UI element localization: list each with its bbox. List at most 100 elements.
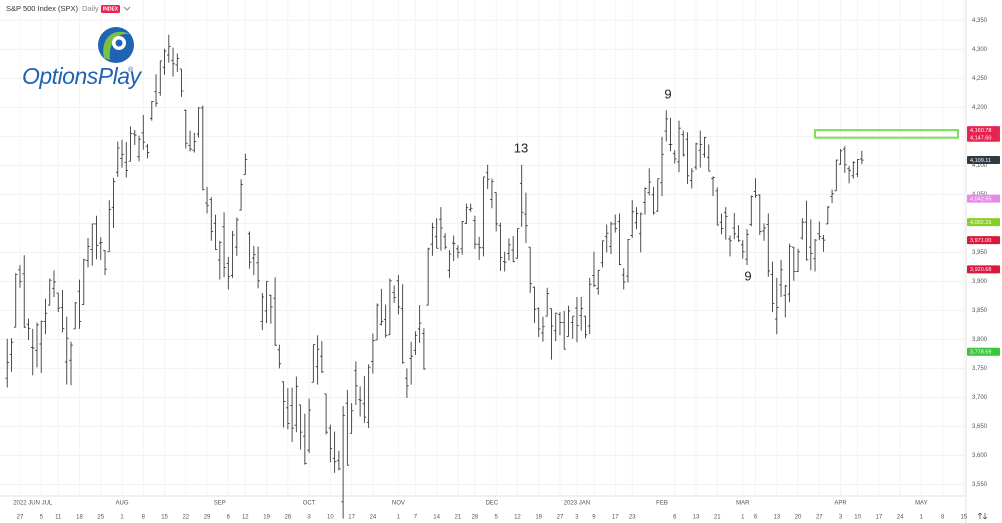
price-label: 4,002.15 (970, 220, 991, 226)
price-label: 3,920.68 (970, 267, 991, 273)
price-label: 4,160.78 (970, 128, 991, 134)
x-tick-label: 12 (514, 515, 521, 521)
y-tick-label: 3,700 (972, 395, 988, 401)
month-label: APR (834, 501, 847, 507)
month-label: NOV (392, 501, 405, 507)
y-tick-label: 4,100 (972, 163, 988, 169)
x-tick-label: 24 (897, 515, 904, 521)
x-tick-label: 21 (455, 515, 462, 521)
y-tick-label: 4,250 (972, 76, 988, 82)
x-tick-label: 25 (97, 515, 104, 521)
x-tick-label: 6 (754, 515, 758, 521)
x-tick-label: 27 (557, 515, 564, 521)
month-label: FEB (656, 501, 668, 507)
x-tick-label: 15 (961, 515, 968, 521)
x-tick-label: 3 (839, 515, 843, 521)
x-tick-label: 20 (795, 515, 802, 521)
x-tick-label: 7 (414, 515, 418, 521)
price-label-bg (967, 218, 1000, 227)
x-tick-label: 19 (263, 515, 270, 521)
y-tick-label: 3,800 (972, 337, 988, 343)
month-label: 2022 JUN JUL (13, 501, 53, 507)
x-tick-label: 15 (161, 515, 168, 521)
x-tick-label: 26 (285, 515, 292, 521)
x-tick-label: 8 (142, 515, 146, 521)
x-tick-label: 6 (673, 515, 677, 521)
x-tick-label: 5 (495, 515, 499, 521)
x-tick-label: 24 (370, 515, 377, 521)
badge: INDEX (103, 7, 119, 13)
month-label: SEP (214, 501, 226, 507)
price-label: 4,042.55 (970, 196, 991, 202)
x-tick-label: 17 (348, 515, 355, 521)
x-tick-label: 1 (920, 515, 924, 521)
y-tick-label: 3,650 (972, 424, 988, 430)
header: S&P 500 Index (SPX) Daily INDEX (6, 4, 131, 13)
price-label-bg (967, 126, 1000, 135)
month-label: OCT (303, 501, 316, 507)
x-tick-label: 3 (575, 515, 579, 521)
logo-registered: ® (128, 66, 134, 74)
logo-text: OptionsPlay (22, 63, 143, 89)
x-tick-label: 10 (854, 515, 861, 521)
y-tick-label: 3,850 (972, 308, 988, 314)
logo-swoosh (103, 31, 130, 60)
x-tick-label: 10 (327, 515, 334, 521)
month-label: MAR (736, 501, 750, 507)
y-tick-label: 3,600 (972, 453, 988, 459)
x-tick-label: 13 (773, 515, 780, 521)
interval: Daily (82, 4, 99, 13)
x-tick-label: 1 (397, 515, 401, 521)
x-tick-label: 6 (227, 515, 231, 521)
scale-toggle[interactable] (977, 512, 988, 520)
y-tick-label: 3,900 (972, 279, 988, 285)
y-tick-label: 3,750 (972, 366, 988, 372)
x-tick-label: 1 (741, 515, 745, 521)
x-tick-label: 21 (714, 515, 721, 521)
bars (5, 34, 959, 519)
x-tick-label: 1 (120, 515, 124, 521)
price-label: 3,778.59 (970, 350, 991, 356)
y-tick-label: 3,950 (972, 250, 988, 256)
month-label: DEC (486, 501, 499, 507)
logo: OptionsPlay ® (22, 27, 143, 89)
price-label: 4,109.11 (970, 158, 991, 164)
y-tick-label: 4,300 (972, 47, 988, 53)
annotation: 9 (664, 86, 671, 101)
x-tick-label: 22 (182, 515, 189, 521)
x-tick-label: 3 (307, 515, 311, 521)
x-tick-label: 14 (433, 515, 440, 521)
dropdown-icon[interactable] (123, 6, 131, 11)
x-tick-label: 8 (941, 515, 945, 521)
logo-dot (115, 39, 123, 47)
x-tick-label: 23 (629, 515, 636, 521)
x-tick-label: 9 (592, 515, 596, 521)
target-zone (814, 129, 959, 139)
x-tick-label: 17 (612, 515, 619, 521)
x-tick-label: 19 (535, 515, 542, 521)
x-tick-label: 27 (816, 515, 823, 521)
price-label-bg (967, 347, 1000, 356)
price-label: 4,147.60 (970, 135, 991, 141)
y-tick-label: 4,350 (972, 18, 988, 24)
price-label-bg (967, 265, 1000, 274)
month-label: MAY (915, 501, 928, 507)
month-label: AUG (116, 501, 129, 507)
chart-title: S&P 500 Index (SPX) (6, 4, 78, 13)
annotation: 13 (514, 140, 528, 155)
price-label: 3,971.00 (970, 238, 991, 244)
badge-bg (101, 5, 120, 13)
y-tick-label: 4,200 (972, 105, 988, 111)
price-label-bg (967, 133, 1000, 142)
month-label: 2023 JAN (564, 501, 590, 507)
price-label-bg (967, 236, 1000, 245)
x-tick-label: 18 (76, 515, 83, 521)
x-tick-label: 27 (17, 515, 24, 521)
x-tick-label: 29 (204, 515, 211, 521)
x-tick-label: 12 (242, 515, 249, 521)
x-tick-label: 17 (875, 515, 882, 521)
y-tick-label: 3,550 (972, 482, 988, 488)
x-tick-label: 11 (55, 515, 62, 521)
